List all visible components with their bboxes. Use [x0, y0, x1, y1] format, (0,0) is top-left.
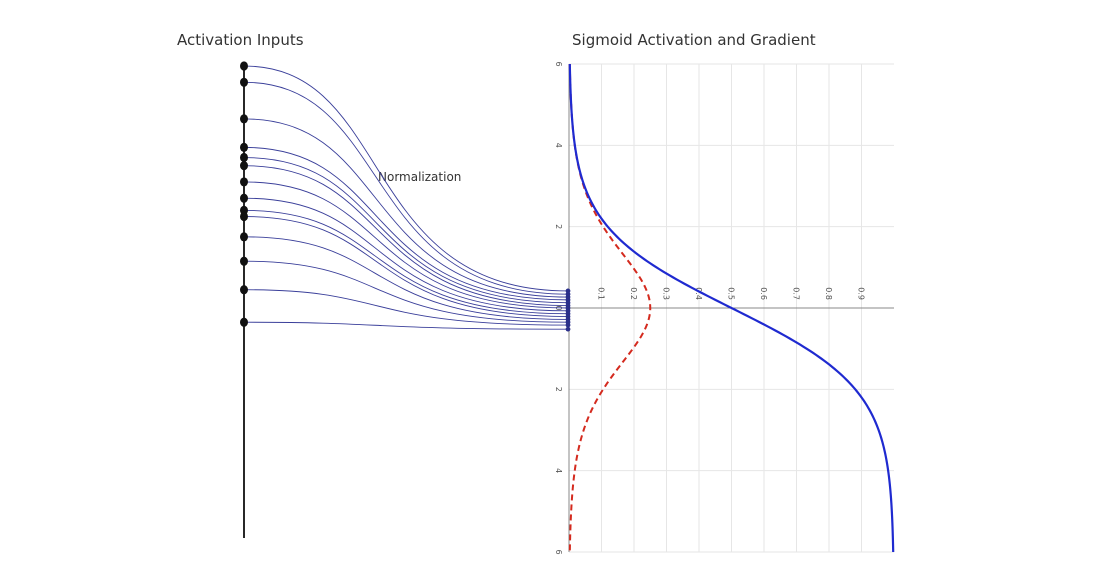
normalization-line: [243, 157, 569, 304]
normalization-line: [243, 118, 569, 298]
input-dot: [240, 193, 248, 203]
left-title: Activation Inputs: [177, 31, 304, 49]
x-tick-label: 6: [554, 549, 563, 554]
x-tick-label: 4: [554, 143, 563, 148]
input-dot: [240, 285, 248, 295]
input-dot: [240, 211, 248, 222]
x-tick-label: 4: [554, 468, 563, 473]
y-tick-label: 0.6: [759, 287, 768, 300]
x-tick-label: 2: [554, 224, 563, 229]
activation-input-dots: [240, 61, 248, 327]
input-dot: [240, 177, 248, 187]
normalization-line: [243, 260, 569, 323]
y-tick-label: 0.3: [662, 287, 671, 300]
normalization-line: [243, 321, 569, 330]
normalization-line: [243, 236, 569, 320]
normalization-lines: [243, 65, 569, 330]
normalization-line: [243, 146, 569, 301]
output-dot: [565, 326, 571, 332]
x-tick-label: 2: [554, 387, 563, 392]
y-tick-label: 0.9: [857, 287, 866, 300]
input-dot: [240, 142, 248, 152]
y-tick-label: 0.8: [824, 287, 833, 300]
input-dot: [240, 256, 248, 266]
normalization-line: [243, 216, 569, 317]
normalization-label: Normalization: [378, 170, 461, 184]
input-dot: [240, 114, 248, 124]
y-tick-label: 0.5: [727, 287, 736, 300]
y-tick-label: 0.4: [694, 287, 703, 300]
input-dot: [240, 61, 248, 71]
normalization-line: [243, 289, 569, 326]
normalization-line: [243, 81, 569, 295]
input-dot: [240, 317, 248, 327]
normalization-line: [243, 197, 569, 312]
normalization-line: [243, 181, 569, 309]
input-dot: [240, 232, 248, 242]
input-dot: [240, 152, 248, 163]
output-dot: [565, 322, 571, 328]
normalization-line: [243, 65, 569, 292]
normalization-line: [243, 209, 569, 315]
sigmoid-curve: [568, 63, 895, 553]
input-dot: [240, 161, 248, 171]
normalized-output-dots: [565, 288, 571, 332]
input-dot: [240, 77, 248, 87]
normalization-line: [243, 165, 569, 307]
y-tick-label: 0.2: [629, 287, 638, 300]
x-tick-label: 6: [554, 61, 563, 66]
y-tick-label: 0.7: [792, 287, 801, 300]
right-title: Sigmoid Activation and Gradient: [572, 31, 816, 49]
y-tick-label: 0.1: [597, 287, 606, 300]
